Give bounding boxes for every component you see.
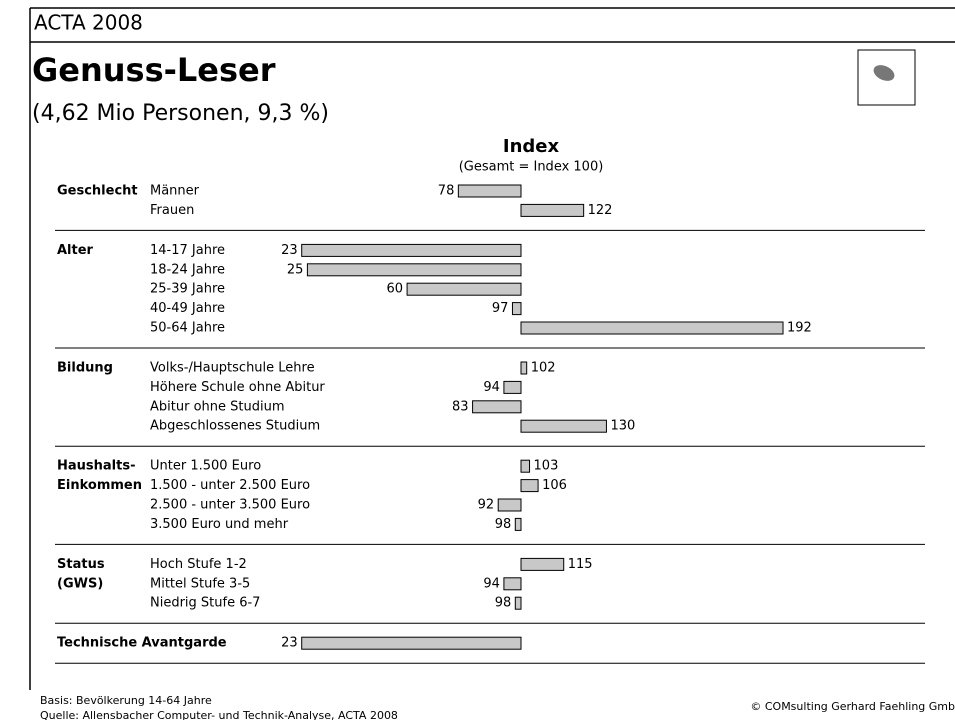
footer-source: Quelle: Allensbacher Computer- und Techn…: [40, 709, 398, 720]
bar: [511, 302, 522, 316]
category-label: 25-39 Jahre: [150, 282, 225, 297]
category-label: Höhere Schule ohne Abitur: [150, 380, 325, 395]
value-label: 25: [287, 262, 304, 277]
category-label: Niedrig Stufe 6-7: [150, 596, 260, 611]
category-label: 40-49 Jahre: [150, 301, 225, 316]
bar: [472, 400, 522, 414]
bar: [520, 321, 784, 335]
category-label: 1.500 - unter 2.500 Euro: [150, 478, 310, 493]
icon: [873, 65, 895, 81]
header: ACTA 2008: [34, 11, 143, 35]
value-label: 192: [787, 321, 812, 336]
bar: [406, 282, 522, 296]
value-label: 83: [452, 399, 469, 414]
group-label: Bildung: [57, 361, 113, 376]
category-label: Abgeschlossenes Studium: [150, 419, 320, 434]
category-label: 14-17 Jahre: [150, 243, 225, 258]
bar: [301, 243, 522, 257]
value-label: 103: [534, 459, 559, 474]
bar: [457, 184, 522, 198]
bar: [520, 203, 585, 217]
value-label: 102: [531, 361, 556, 376]
group-label: Geschlecht: [57, 184, 138, 199]
bar: [301, 636, 522, 650]
value-label: 97: [492, 301, 509, 316]
bar: [497, 498, 522, 512]
category-label: Frauen: [150, 203, 194, 218]
category-label: Unter 1.500 Euro: [150, 459, 261, 474]
group-label: Technische Avantgarde: [57, 636, 227, 651]
bar: [503, 577, 522, 591]
value-label: 122: [588, 203, 613, 218]
value-label: 115: [568, 557, 593, 572]
group-label: (GWS): [57, 576, 103, 591]
group-label: Status: [57, 557, 105, 572]
bar: [520, 459, 531, 473]
bar: [520, 361, 528, 375]
category-label: Abitur ohne Studium: [150, 399, 285, 414]
bar: [514, 596, 522, 610]
category-label: 2.500 - unter 3.500 Euro: [150, 498, 310, 513]
axis-subtitle: (Gesamt = Index 100): [459, 160, 604, 175]
value-label: 60: [387, 282, 404, 297]
value-label: 130: [610, 419, 635, 434]
category-label: 3.500 Euro und mehr: [150, 517, 289, 532]
copyright: © COMsulting Gerhard Faehling Gmb: [750, 700, 955, 713]
bar: [520, 479, 539, 493]
group-label: Alter: [57, 243, 94, 258]
bar: [503, 380, 522, 394]
value-label: 92: [478, 498, 495, 513]
group-label: Haushalts-: [57, 459, 135, 474]
value-label: 98: [495, 517, 512, 532]
category-label: Mittel Stufe 3-5: [150, 576, 250, 591]
bar: [514, 517, 522, 531]
category-label: 50-64 Jahre: [150, 321, 225, 336]
footer-basis: Basis: Bevölkerung 14-64 Jahre: [40, 694, 212, 707]
value-label: 98: [495, 596, 512, 611]
value-label: 23: [281, 243, 298, 258]
chart-subtitle: (4,62 Mio Personen, 9,3 %): [32, 101, 329, 126]
value-label: 94: [483, 380, 500, 395]
axis-title: Index: [503, 136, 560, 157]
bar: [306, 263, 522, 277]
category-label: Männer: [150, 184, 200, 199]
bar: [520, 557, 565, 571]
category-label: 18-24 Jahre: [150, 262, 225, 277]
category-label: Volks-/Hauptschule Lehre: [150, 361, 315, 376]
category-label: Hoch Stufe 1-2: [150, 557, 247, 572]
value-label: 78: [438, 184, 455, 199]
chart-title: Genuss-Leser: [32, 51, 276, 89]
value-label: 94: [483, 576, 500, 591]
group-label: Einkommen: [57, 478, 142, 493]
bar: [520, 419, 607, 433]
value-label: 23: [281, 636, 298, 651]
value-label: 106: [542, 478, 567, 493]
